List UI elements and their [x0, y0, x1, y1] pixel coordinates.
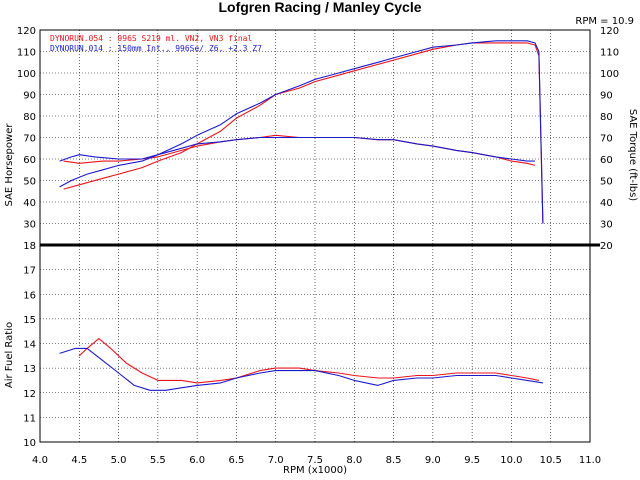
y-tick-label-torque: 110 [600, 48, 619, 59]
y-tick-label-hp: 100 [17, 69, 36, 80]
y-tick-label-afr: 15 [23, 315, 36, 326]
y-tick-label-afr: 14 [23, 340, 36, 351]
air-fuel-ratio-line-run-014 [59, 347, 543, 391]
y-tick-label-afr: 16 [23, 290, 36, 301]
x-tick-label: 6.0 [189, 455, 205, 466]
y-tick-label-hp: 40 [23, 198, 36, 209]
y-axis-label-afr: Air Fuel Ratio [4, 322, 15, 388]
x-tick-label: 5.0 [111, 455, 127, 466]
y-tick-label-hp: 80 [23, 112, 36, 123]
x-tick-label: 4.0 [32, 455, 48, 466]
y-tick-label-torque: 90 [600, 91, 613, 102]
x-tick-label: 8.0 [346, 455, 362, 466]
x-tick-label: 9.5 [464, 455, 480, 466]
legend-entry-run-014: DYNORUN.014 : 150mm Int., 996Se/ Z6, +2.… [50, 44, 262, 53]
torque-line-run-014 [59, 136, 535, 162]
y-tick-label-torque: 100 [600, 69, 619, 80]
x-tick-label: 8.5 [386, 455, 402, 466]
torque-line-run-054 [63, 134, 536, 166]
plot-frame [39, 29, 591, 443]
y-tick-label-afr: 17 [23, 266, 36, 277]
legend-entry-run-054: DYNORUN.054 : 996S S219 ml. VN2, VN3 fin… [50, 34, 252, 43]
x-tick-label: 6.5 [228, 455, 244, 466]
y-tick-label-afr: 12 [23, 389, 36, 400]
y-tick-label-hp: 30 [23, 220, 36, 231]
y-axis-label-horsepower: SAE Horsepower [4, 123, 15, 207]
air-fuel-ratio-line-run-054 [78, 338, 540, 384]
y-tick-label-afr: 11 [23, 413, 36, 424]
y-tick-label-hp: 50 [23, 177, 36, 188]
x-tick-label: 4.5 [71, 455, 87, 466]
x-tick-label: 9.0 [425, 455, 441, 466]
horsepower-line-run-054 [63, 42, 544, 224]
y-tick-label-hp: 60 [23, 155, 36, 166]
y-tick-label-torque: 60 [600, 155, 613, 166]
tick-labels: 4.0 4.5 5.0 5.5 6.0 6.5 7.0 7.5 8.0 8.5 9.0 9.5 10.0… [17, 26, 619, 466]
x-axis-label: RPM (x1000) [283, 465, 347, 476]
y-tick-label-torque: 30 [600, 220, 613, 231]
x-tick-label: 11.0 [579, 455, 601, 466]
x-tick-label: 10.0 [500, 455, 522, 466]
y-tick-label-torque: 40 [600, 198, 613, 209]
y-tick-label-torque: 80 [600, 112, 613, 123]
y-tick-label-torque: 50 [600, 177, 613, 188]
y-tick-label-hp: 110 [17, 48, 36, 59]
horsepower-line-run-014 [59, 40, 544, 224]
y-axis-label-torque: SAE Torque (ft-lbs) [627, 109, 638, 201]
legend: DYNORUN.054 : 996S S219 ml. VN2, VN3 fin… [50, 34, 262, 53]
y-tick-label-afr: 10 [23, 438, 36, 449]
x-tick-label: 10.5 [540, 455, 562, 466]
y-tick-label-hp: 70 [23, 134, 36, 145]
series-layer [59, 40, 544, 391]
y-tick-label-afr: 13 [23, 364, 36, 375]
x-tick-label: 7.5 [307, 455, 323, 466]
y-tick-label-hp: 90 [23, 91, 36, 102]
chart-title: Lofgren Racing / Manley Cycle [218, 0, 421, 15]
x-tick-label: 5.5 [150, 455, 166, 466]
y-tick-label-torque: 20 [600, 241, 613, 252]
corner-label: RPM = 10.9 [575, 16, 634, 27]
y-tick-label-afr: 18 [23, 241, 36, 252]
y-tick-label-torque: 70 [600, 134, 613, 145]
y-tick-label-torque: 120 [600, 26, 619, 37]
x-tick-label: 7.0 [268, 455, 284, 466]
grid-layer [40, 30, 590, 442]
y-tick-label-hp: 120 [17, 26, 36, 37]
